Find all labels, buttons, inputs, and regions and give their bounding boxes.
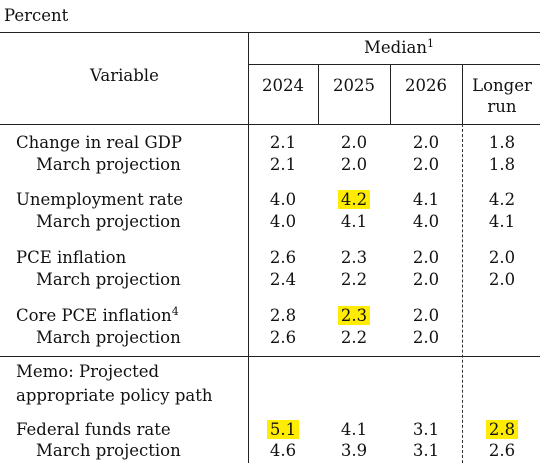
footnote-marker: 4 <box>171 305 179 318</box>
table-cell: 4.2 <box>324 190 384 210</box>
memo-line2: appropriate policy path <box>16 386 213 405</box>
median-header: Median1 <box>364 37 434 57</box>
table-cell: 4.1 <box>340 420 368 439</box>
row-label: Change in real GDP <box>16 133 182 152</box>
table-cell: 4.1 <box>340 212 368 231</box>
table-top-rule <box>0 32 540 33</box>
table-cell: 2.3 <box>340 248 368 267</box>
year-header-2025: 2025 <box>333 76 375 95</box>
table-cell: 2.0 <box>488 270 516 289</box>
table-cell: 4.6 <box>269 441 297 460</box>
table-cell: 2.6 <box>269 328 297 347</box>
table-cell: 1.8 <box>488 133 516 152</box>
variable-header: Variable <box>90 66 159 85</box>
unit-label: Percent <box>4 6 69 25</box>
year-header-2026: 2026 <box>405 76 447 95</box>
table-cell: 3.1 <box>412 420 440 439</box>
row-label: March projection <box>36 328 181 347</box>
table-cell: 2.4 <box>269 270 297 289</box>
row-label: March projection <box>36 155 181 174</box>
table-cell: 2.0 <box>412 155 440 174</box>
table-cell: 2.1 <box>269 133 297 152</box>
variable-column-divider <box>248 32 249 463</box>
table-cell: 2.8 <box>472 420 532 440</box>
table-cell: 4.1 <box>412 190 440 209</box>
table-cell: 2.0 <box>340 155 368 174</box>
memo-line1: Memo: Projected <box>16 362 160 381</box>
table-cell: 2.0 <box>412 133 440 152</box>
table-cell: 2.2 <box>340 270 368 289</box>
row-label: March projection <box>36 212 181 231</box>
table-cell: 4.1 <box>488 212 516 231</box>
table-cell: 2.2 <box>340 328 368 347</box>
table-cell: 2.6 <box>488 441 516 460</box>
table-cell: 4.0 <box>269 212 297 231</box>
row-label: March projection <box>36 441 181 460</box>
longer-run-header-line1: Longer <box>472 76 532 95</box>
table-cell: 1.8 <box>488 155 516 174</box>
table-cell: 2.0 <box>340 133 368 152</box>
row-label: Core PCE inflation4 <box>16 305 179 325</box>
table-cell: 4.2 <box>488 190 516 209</box>
table-cell: 2.0 <box>412 306 440 325</box>
table-cell: 5.1 <box>253 420 313 440</box>
table-cell: 2.1 <box>269 155 297 174</box>
table-cell: 4.0 <box>412 212 440 231</box>
row-label: March projection <box>36 270 181 289</box>
row-label: Federal funds rate <box>16 420 171 439</box>
table-cell: 2.0 <box>412 270 440 289</box>
longer-run-dashed-divider <box>462 124 463 463</box>
header-bottom-rule <box>0 124 540 125</box>
longer-run-header-line2: run <box>487 97 517 116</box>
table-cell: 2.3 <box>324 306 384 326</box>
table-cell: 3.9 <box>340 441 368 460</box>
table-cell: 2.0 <box>488 248 516 267</box>
table-cell: 2.8 <box>269 306 297 325</box>
header-divider-3 <box>462 64 463 124</box>
table-cell: 2.0 <box>412 248 440 267</box>
header-divider-1 <box>318 64 319 124</box>
table-cell: 4.0 <box>269 190 297 209</box>
row-label: Unemployment rate <box>16 190 184 209</box>
row-label: PCE inflation <box>16 248 127 267</box>
table-cell: 3.1 <box>412 441 440 460</box>
table-cell: 2.0 <box>412 328 440 347</box>
memo-rule <box>0 356 540 357</box>
year-header-2024: 2024 <box>262 76 304 95</box>
median-underline <box>248 64 540 65</box>
header-divider-2 <box>390 64 391 124</box>
table-cell: 2.6 <box>269 248 297 267</box>
